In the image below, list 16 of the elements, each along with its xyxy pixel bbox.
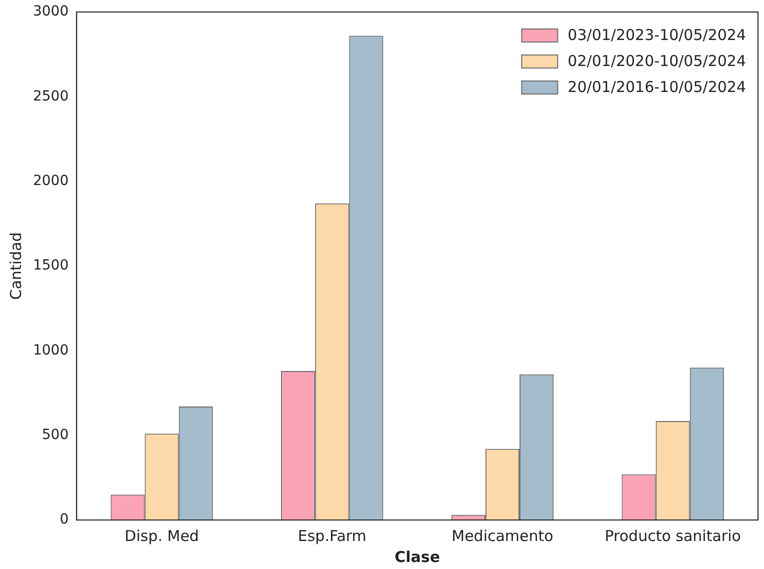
legend-label: 20/01/2016-10/05/2024: [568, 78, 746, 96]
x-tick-label: Producto sanitario: [604, 526, 741, 545]
y-tick-label: 0: [60, 512, 69, 528]
y-axis-title: Cantidad: [6, 232, 25, 300]
y-tick-label: 2000: [32, 172, 69, 189]
x-tick-label: Esp.Farm: [298, 526, 366, 545]
y-tick-label: 2500: [32, 88, 69, 104]
y-tick-label: 500: [42, 426, 69, 443]
legend-label: 02/01/2020-10/05/2024: [568, 52, 746, 70]
legend-label: 03/01/2023-10/05/2024: [568, 26, 746, 44]
x-tick-label: Medicamento: [452, 526, 554, 545]
x-axis-title: Clase: [394, 548, 440, 566]
y-tick-label: 3000: [32, 4, 69, 20]
y-tick-label: 1500: [32, 258, 69, 274]
y-tick-label: 1000: [32, 342, 69, 358]
x-tick-label: Disp. Med: [124, 526, 199, 545]
